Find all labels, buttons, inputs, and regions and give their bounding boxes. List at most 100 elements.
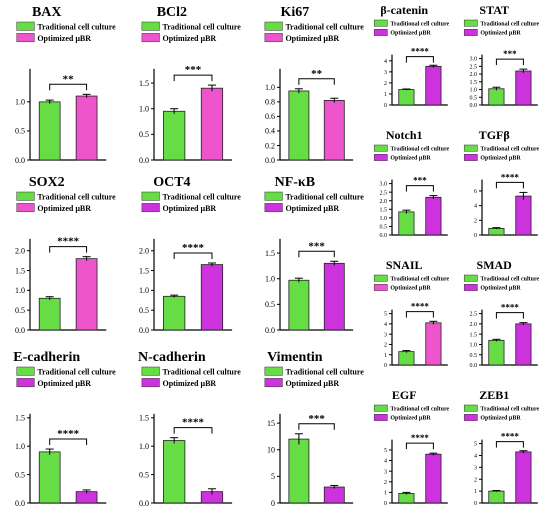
y-tick-label: 15: [267, 419, 275, 428]
y-tick-label: 2: [384, 81, 387, 87]
y-tick-label: 2: [474, 218, 477, 224]
chart-title: E-cadherin: [13, 350, 80, 365]
legend-swatch-1: [463, 29, 478, 36]
significance-bracket: [405, 442, 434, 450]
bar-0: [288, 438, 310, 504]
panel-snail-10: SNAIL Traditional cell culture Optimized µ…: [373, 258, 450, 369]
significance-bracket: [298, 250, 335, 258]
y-tick-label: 0: [474, 233, 477, 239]
y-tick-label: 1.0: [139, 442, 149, 451]
y-tick-label: 3: [384, 332, 387, 338]
significance-bracket: [298, 423, 335, 430]
chart-title: STAT: [479, 3, 509, 17]
y-tick-label: 0.5: [139, 306, 149, 315]
significance-label: ****: [182, 417, 205, 429]
y-tick-label: 4: [384, 459, 387, 465]
y-tick-label: 2: [384, 343, 387, 349]
y-tick-label: 0.0: [470, 363, 478, 369]
legend-swatch-0: [16, 21, 35, 31]
chart-title: NF-κB: [275, 175, 315, 190]
panel-ki67-2: Ki67 Traditional cell culture Optimized µB…: [264, 5, 364, 165]
legend-label-1: Optimized µBR: [285, 204, 339, 213]
y-tick-label: 2.0: [470, 322, 478, 328]
y-tick-label: 1: [384, 353, 387, 359]
significance-bracket: [405, 185, 434, 192]
chart-title: N-cadherin: [138, 350, 206, 365]
bar-1: [323, 100, 345, 161]
legend-swatch-0: [141, 21, 160, 31]
y-tick-label: 1.0: [470, 343, 478, 349]
y-tick-label: 0.4: [265, 127, 275, 136]
legend-swatch-1: [463, 284, 478, 291]
panel-bcl2-1: BCl2 Traditional cell culture Optimized µB…: [139, 5, 241, 165]
y-tick-label: 1.0: [139, 286, 149, 295]
significance-bracket: [173, 74, 213, 82]
bar-0: [398, 351, 415, 366]
chart-title: ZEB1: [479, 388, 509, 402]
legend-label-1: Optimized µBR: [162, 34, 216, 43]
bar-1: [200, 264, 224, 331]
bar-0: [163, 110, 186, 161]
legend-label-0: Traditional cell culture: [37, 367, 116, 376]
legend-label-0: Traditional cell culture: [162, 192, 241, 201]
legend-swatch-1: [16, 33, 35, 43]
significance-label: ****: [57, 236, 80, 248]
y-tick-label: 2: [474, 477, 477, 483]
y-tick-label: 0.5: [15, 306, 25, 315]
legend-swatch-1: [373, 284, 388, 291]
y-tick-label: 0.5: [15, 470, 25, 479]
panel-notch1-8: Notch1 Traditional cell culture Optimized …: [373, 128, 450, 239]
legend-swatch-0: [141, 191, 160, 201]
significance-label: ****: [501, 432, 520, 442]
legend-swatch-0: [373, 19, 388, 27]
significance-bracket: [298, 78, 335, 85]
legend-label-0: Traditional cell culture: [37, 192, 116, 201]
panel-tgf-9: TGFβ Traditional cell culture Optimized µB…: [463, 128, 540, 239]
panel-sox2-5: SOX2 Traditional cell culture Optimized µB…: [15, 175, 116, 335]
y-tick-label: 10: [267, 446, 275, 455]
chart-title: BAX: [32, 5, 62, 20]
y-tick-label: 4: [474, 454, 477, 460]
significance-label: ****: [182, 242, 205, 254]
bar-0: [288, 279, 310, 331]
y-tick-label: 4: [384, 59, 387, 65]
legend-swatch-1: [16, 203, 35, 213]
significance-bracket: [495, 441, 524, 448]
legend-swatch-1: [463, 154, 478, 161]
y-tick-label: 0.0: [15, 156, 25, 165]
y-tick-label: 3: [474, 465, 477, 471]
bar-0: [38, 297, 61, 331]
bar-1: [515, 70, 532, 106]
legend-swatch-0: [463, 404, 478, 412]
legend-swatch-0: [264, 21, 283, 31]
legend-swatch-0: [463, 144, 478, 152]
legend-label-0: Traditional cell culture: [480, 276, 539, 282]
legend-label-1: Optimized µBR: [390, 416, 431, 422]
y-tick-label: 2.0: [15, 247, 25, 256]
y-tick-label: 6: [474, 189, 477, 195]
chart-title: SNAIL: [386, 258, 423, 272]
legend-label-0: Traditional cell culture: [162, 367, 241, 376]
y-tick-label: 0.0: [139, 156, 149, 165]
y-tick-label: 1.5: [470, 332, 478, 338]
y-tick-label: 0.5: [470, 95, 478, 101]
bar-1: [515, 323, 532, 366]
bar-0: [38, 101, 61, 161]
bar-1: [323, 486, 345, 504]
y-tick-label: 0.6: [265, 112, 275, 121]
y-tick-label: 2.5: [470, 312, 478, 318]
y-tick-label: 0: [474, 501, 477, 507]
y-tick-label: 1.5: [470, 80, 478, 86]
bar-1: [200, 87, 224, 161]
y-tick-label: 0.5: [15, 127, 25, 136]
legend-swatch-0: [463, 274, 478, 282]
y-tick-label: 1: [474, 489, 477, 495]
chart-title: Vimentin: [267, 350, 323, 365]
legend-swatch-0: [373, 404, 388, 412]
chart-title: SOX2: [29, 175, 65, 190]
bar-1: [425, 322, 442, 366]
legend-label-1: Optimized µBR: [37, 34, 91, 43]
panel-oct4-6: OCT4 Traditional cell culture Optimized µB…: [139, 175, 241, 335]
y-tick-label: 1: [384, 490, 387, 496]
bar-1: [425, 453, 442, 504]
